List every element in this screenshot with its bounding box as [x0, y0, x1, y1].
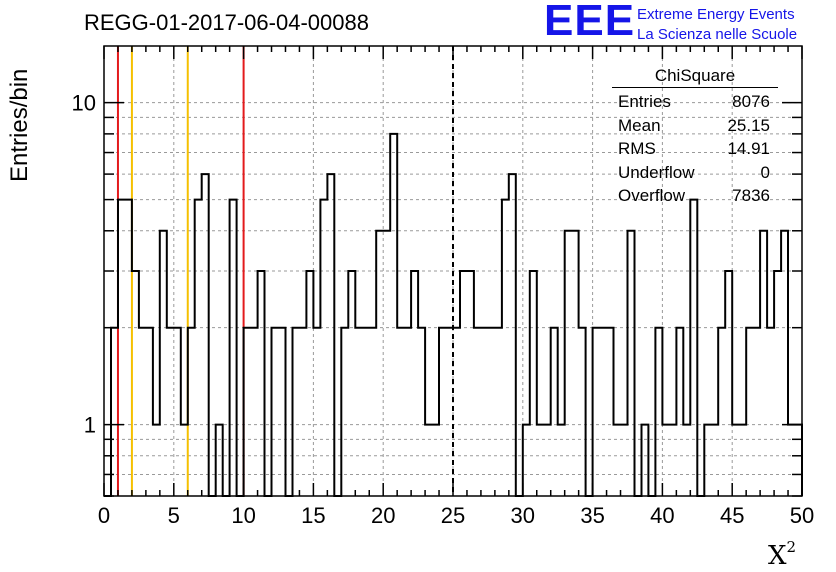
x-tick-label: 20 [371, 503, 395, 528]
x-tick-label: 10 [231, 503, 255, 528]
stats-row-overflow: Overflow 7836 [612, 184, 778, 208]
stats-label: Entries [618, 92, 671, 111]
stats-value: 7836 [732, 186, 770, 205]
y-tick-label: 1 [84, 413, 96, 438]
stats-box: ChiSquare Entries 8076 Mean 25.15 RMS 14.91… [612, 66, 778, 208]
stats-value: 8076 [732, 92, 770, 111]
x-tick-label: 25 [441, 503, 465, 528]
x-tick-label: 0 [98, 503, 110, 528]
x-tick-label: 15 [301, 503, 325, 528]
x-tick-label: 30 [511, 503, 535, 528]
stats-row-rms: RMS 14.91 [612, 137, 778, 161]
stats-row-entries: Entries 8076 [612, 90, 778, 114]
x-axis-label-main: X [768, 541, 787, 571]
x-tick-label: 35 [580, 503, 604, 528]
x-tick-label: 40 [650, 503, 674, 528]
logo-line1: Extreme Energy Events [637, 6, 795, 23]
stats-row-mean: Mean 25.15 [612, 114, 778, 138]
stats-title: ChiSquare [612, 66, 778, 88]
stats-label: RMS [618, 139, 656, 158]
logo-line2: La Scienza nelle Scuole [637, 26, 798, 43]
run-title: REGG-01-2017-06-04-00088 [84, 10, 369, 35]
histogram-series [104, 132, 803, 497]
logo-mark: EEE [544, 0, 636, 45]
x-axis-label: X2 [768, 538, 796, 571]
eee-logo: EEE Extreme Energy Events La Scienza nel… [544, 0, 834, 45]
x-tick-label: 5 [168, 503, 180, 528]
x-tick-label: 45 [720, 503, 744, 528]
stats-label: Underflow [618, 162, 695, 182]
y-axis-label: Entries/bin [6, 68, 33, 182]
stats-value: 14.91 [727, 139, 770, 158]
stats-row-underflow: Underflow 0 [612, 161, 778, 185]
stats-label: Mean [618, 115, 661, 135]
stats-value: 25.15 [727, 115, 770, 135]
stats-value: 0 [760, 162, 770, 182]
y-tick-label: 10 [72, 91, 96, 116]
x-tick-label: 50 [790, 503, 814, 528]
x-axis-label-superscript: 2 [786, 538, 797, 556]
stats-label: Overflow [618, 186, 686, 205]
